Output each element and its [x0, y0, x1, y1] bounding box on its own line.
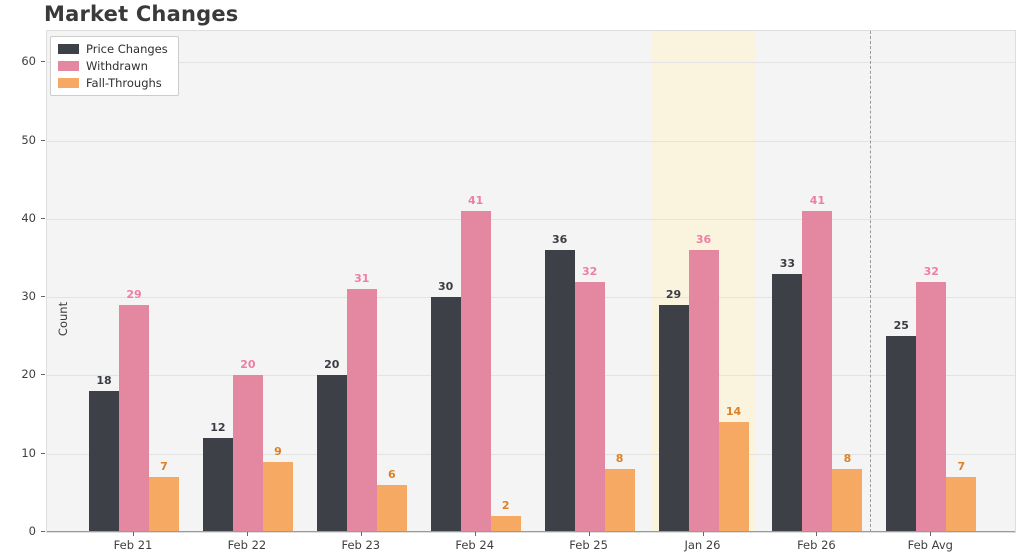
x-tick-label-jan-26: Jan 26 — [684, 538, 721, 552]
bar-value-label: 20 — [240, 358, 256, 372]
gridline-50 — [47, 140, 1015, 142]
y-tick-label-10: 10 — [21, 445, 36, 460]
bar-fall-throughs-feb-22 — [262, 461, 293, 532]
bar-value-label: 7 — [957, 460, 966, 474]
gridline-40 — [47, 218, 1015, 220]
bar-price-changes-feb-avg — [886, 336, 917, 532]
legend-swatch-withdrawn-icon — [58, 61, 79, 71]
y-tick-mark-20 — [41, 374, 45, 376]
bar-value-label: 25 — [893, 319, 909, 333]
legend-label: Fall-Throughs — [86, 76, 162, 90]
y-tick-mark-60 — [41, 61, 45, 63]
bar-value-label: 7 — [160, 460, 168, 474]
y-tick-mark-50 — [41, 139, 45, 141]
bar-value-label: 6 — [387, 468, 396, 482]
gridline-30 — [47, 297, 1015, 299]
x-tick-label-feb-24: Feb 24 — [455, 538, 495, 552]
y-tick-label-30: 30 — [21, 289, 36, 304]
gridline-60 — [47, 62, 1015, 64]
y-tick-label-20: 20 — [21, 367, 36, 382]
bar-withdrawn-feb-avg — [916, 281, 947, 532]
bar-fall-throughs-feb-25 — [604, 469, 635, 532]
bar-price-changes-feb-23 — [316, 375, 347, 532]
gridline-20 — [47, 375, 1015, 377]
bar-fall-throughs-feb-23 — [376, 485, 407, 532]
bar-value-label: 32 — [581, 264, 598, 278]
bar-fall-throughs-feb-24 — [490, 516, 521, 532]
gridline-10 — [47, 453, 1015, 455]
bar-price-changes-jan-26 — [658, 304, 689, 532]
x-tick-mark — [702, 532, 704, 536]
x-tick-mark — [360, 532, 362, 536]
legend-item: Fall-Throughs — [58, 76, 168, 90]
bar-withdrawn-feb-23 — [346, 289, 377, 532]
bar-value-label: 32 — [923, 264, 939, 278]
bar-value-label: 31 — [354, 272, 370, 286]
bar-value-label: 41 — [809, 194, 826, 208]
bar-fall-throughs-feb-26 — [832, 469, 863, 532]
bar-value-label: 30 — [438, 280, 454, 294]
bar-value-label: 20 — [324, 358, 340, 372]
y-tick-mark-30 — [41, 296, 45, 298]
bar-price-changes-feb-25 — [544, 250, 575, 532]
y-tick-label-50: 50 — [21, 132, 36, 147]
bar-value-label: 8 — [615, 452, 624, 466]
bar-value-label: 2 — [501, 499, 510, 513]
bar-value-label: 18 — [96, 374, 112, 388]
legend-swatch-price-changes-icon — [58, 44, 79, 54]
legend-label: Price Changes — [86, 42, 168, 56]
bar-withdrawn-feb-24 — [460, 211, 491, 532]
y-tick-label-60: 60 — [21, 54, 36, 69]
bar-value-label: 29 — [665, 287, 682, 301]
x-tick-label-feb-avg: Feb Avg — [907, 538, 953, 552]
bar-withdrawn-feb-21 — [119, 304, 149, 532]
x-axis-line — [47, 531, 1015, 532]
avg-separator-line — [870, 31, 872, 532]
legend-swatch-fall-throughs-icon — [58, 78, 79, 88]
x-tick-mark — [930, 532, 932, 536]
y-tick-mark-40 — [41, 217, 45, 219]
x-tick-label-feb-25: Feb 25 — [569, 538, 608, 552]
x-tick-mark — [588, 532, 590, 536]
y-tick-mark-0 — [41, 531, 45, 532]
legend-item: Price Changes — [58, 42, 168, 56]
bar-value-label: 8 — [843, 452, 852, 466]
x-tick-mark — [474, 532, 476, 536]
y-tick-mark-10 — [41, 452, 45, 454]
legend-label: Withdrawn — [86, 59, 148, 73]
bar-withdrawn-feb-26 — [802, 211, 833, 532]
bar-value-label: 29 — [126, 287, 142, 301]
legend-item: Withdrawn — [58, 59, 168, 73]
x-tick-label-feb-26: Feb 26 — [797, 538, 836, 552]
bar-fall-throughs-feb-avg — [946, 477, 977, 532]
x-tick-mark — [133, 532, 134, 536]
bar-value-label: 33 — [779, 256, 796, 270]
bar-price-changes-feb-24 — [430, 297, 461, 532]
bar-fall-throughs-jan-26 — [718, 422, 749, 532]
bar-price-changes-feb-22 — [202, 438, 233, 532]
plot-area: Count 18 12 20 30 36 29 33 25 29 20 31 41 32 36 41 32 7 9… — [46, 30, 1016, 533]
bar-price-changes-feb-26 — [772, 273, 803, 532]
bar-value-label: 41 — [468, 194, 484, 208]
legend: Price Changes Withdrawn Fall-Throughs — [50, 36, 179, 96]
bar-value-label: 36 — [695, 233, 712, 247]
chart-title: Market Changes — [44, 2, 239, 26]
bar-withdrawn-feb-22 — [232, 375, 263, 532]
bar-value-label: 12 — [210, 421, 226, 435]
x-tick-label-feb-22: Feb 22 — [227, 538, 267, 552]
bar-withdrawn-jan-26 — [688, 250, 719, 532]
y-tick-label-0: 0 — [28, 524, 36, 538]
bar-price-changes-feb-21 — [89, 391, 119, 532]
bar-withdrawn-feb-25 — [574, 281, 605, 532]
x-tick-label-feb-23: Feb 23 — [341, 538, 381, 552]
x-tick-label-feb-21: Feb 21 — [113, 538, 153, 552]
x-tick-mark — [246, 532, 248, 536]
x-tick-mark — [816, 532, 818, 536]
bar-value-label: 9 — [274, 444, 282, 458]
bar-value-label: 36 — [551, 233, 568, 247]
bar-fall-throughs-feb-21 — [149, 477, 179, 532]
bar-value-label: 14 — [725, 405, 742, 419]
y-tick-label-40: 40 — [21, 210, 36, 225]
